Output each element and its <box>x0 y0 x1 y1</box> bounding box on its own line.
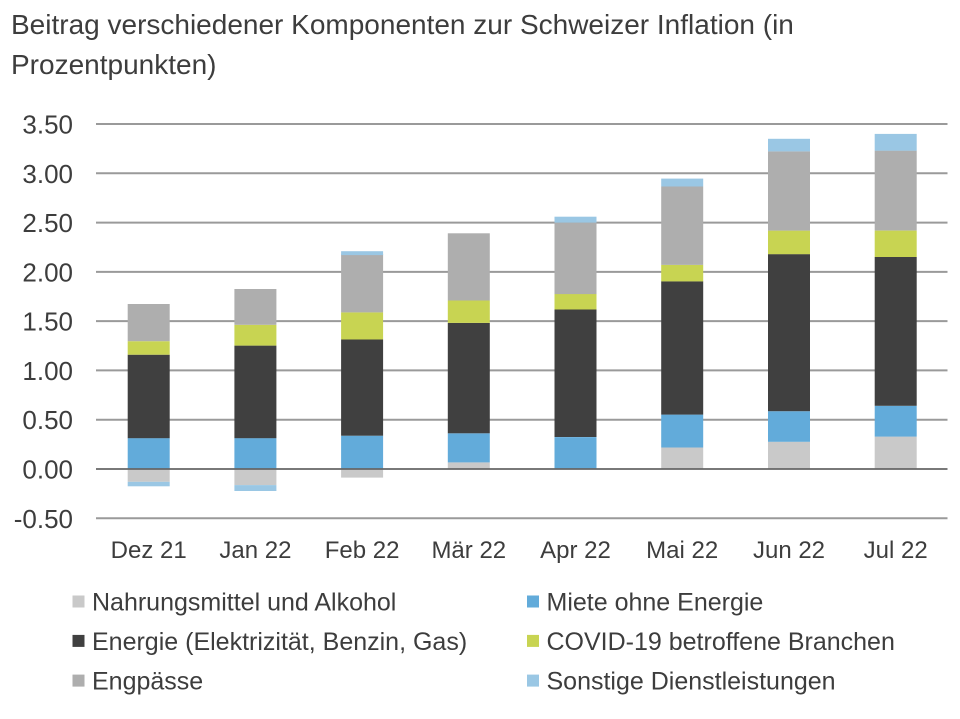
svg-text:Sonstige Dienstleistungen: Sonstige Dienstleistungen <box>547 668 836 696</box>
svg-text:Nahrungsmittel und Alkohol: Nahrungsmittel und Alkohol <box>92 589 396 617</box>
svg-text:Dez 21: Dez 21 <box>111 537 187 564</box>
svg-text:Apr 22: Apr 22 <box>540 537 611 564</box>
svg-text:Energie (Elektrizität, Benzin,: Energie (Elektrizität, Benzin, Gas) <box>92 628 467 656</box>
svg-text:Miete ohne Energie: Miete ohne Energie <box>547 589 764 617</box>
svg-text:Jan 22: Jan 22 <box>219 537 291 564</box>
svg-text:-0.50: -0.50 <box>14 504 73 534</box>
svg-text:Engpässe: Engpässe <box>92 668 203 696</box>
svg-text:2.50: 2.50 <box>22 208 73 238</box>
svg-text:Mär 22: Mär 22 <box>431 537 506 564</box>
svg-text:Jul 22: Jul 22 <box>864 537 928 564</box>
svg-text:2.00: 2.00 <box>22 257 73 287</box>
svg-text:1.50: 1.50 <box>22 307 73 337</box>
svg-text:3.00: 3.00 <box>22 159 73 189</box>
svg-text:0.00: 0.00 <box>22 455 73 485</box>
svg-text:COVID-19 betroffene Branchen: COVID-19 betroffene Branchen <box>547 628 895 656</box>
svg-text:3.50: 3.50 <box>22 110 73 140</box>
svg-text:Prozentpunkten): Prozentpunkten) <box>11 49 216 80</box>
svg-text:1.00: 1.00 <box>22 356 73 386</box>
svg-text:Feb 22: Feb 22 <box>325 537 400 564</box>
svg-text:Jun 22: Jun 22 <box>753 537 825 564</box>
svg-text:Mai 22: Mai 22 <box>646 537 718 564</box>
svg-text:0.50: 0.50 <box>22 405 73 435</box>
svg-text:Beitrag verschiedener Komponen: Beitrag verschiedener Komponenten zur Sc… <box>11 9 794 40</box>
